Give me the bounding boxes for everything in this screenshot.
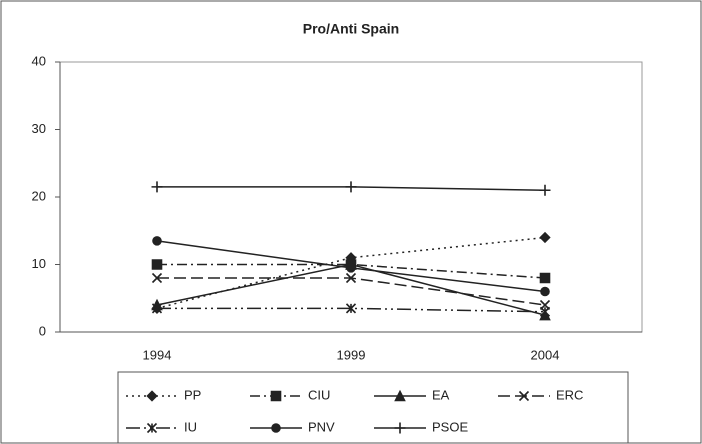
legend [117, 371, 629, 444]
legend-marker [394, 422, 406, 434]
point [345, 303, 357, 314]
legend-label: PP [184, 387, 201, 402]
point [346, 263, 356, 273]
legend-marker [518, 390, 530, 402]
legend-label: PNV [308, 419, 335, 434]
y-tick-label: 10 [32, 256, 46, 271]
legend-label: EA [432, 387, 450, 402]
point [152, 236, 162, 246]
legend-label: CIU [308, 387, 330, 402]
legend-marker [146, 390, 158, 402]
legend-label: ERC [556, 387, 583, 402]
point [345, 181, 357, 193]
legend-label: PSOE [432, 419, 468, 434]
point [540, 286, 550, 297]
legend-label: IU [184, 419, 197, 434]
chart-title: Pro/Anti Spain [303, 21, 399, 37]
point [345, 272, 357, 284]
point [151, 181, 163, 193]
y-tick-label: 30 [32, 121, 46, 136]
legend-marker [394, 389, 406, 402]
point [539, 306, 551, 317]
point [151, 259, 163, 270]
legend-marker [271, 423, 281, 433]
y-tick-label: 20 [32, 188, 46, 203]
y-tick-label: 40 [32, 53, 46, 68]
point [151, 303, 163, 314]
legend-marker [146, 422, 158, 434]
point [539, 184, 551, 196]
point [539, 231, 551, 244]
legend-marker [270, 390, 282, 402]
x-tick-label: 2004 [531, 347, 560, 362]
x-tick-label: 1994 [143, 347, 172, 362]
point [539, 272, 551, 284]
point [151, 272, 163, 284]
y-tick-label: 0 [39, 323, 46, 338]
x-tick-label: 1999 [337, 347, 366, 362]
